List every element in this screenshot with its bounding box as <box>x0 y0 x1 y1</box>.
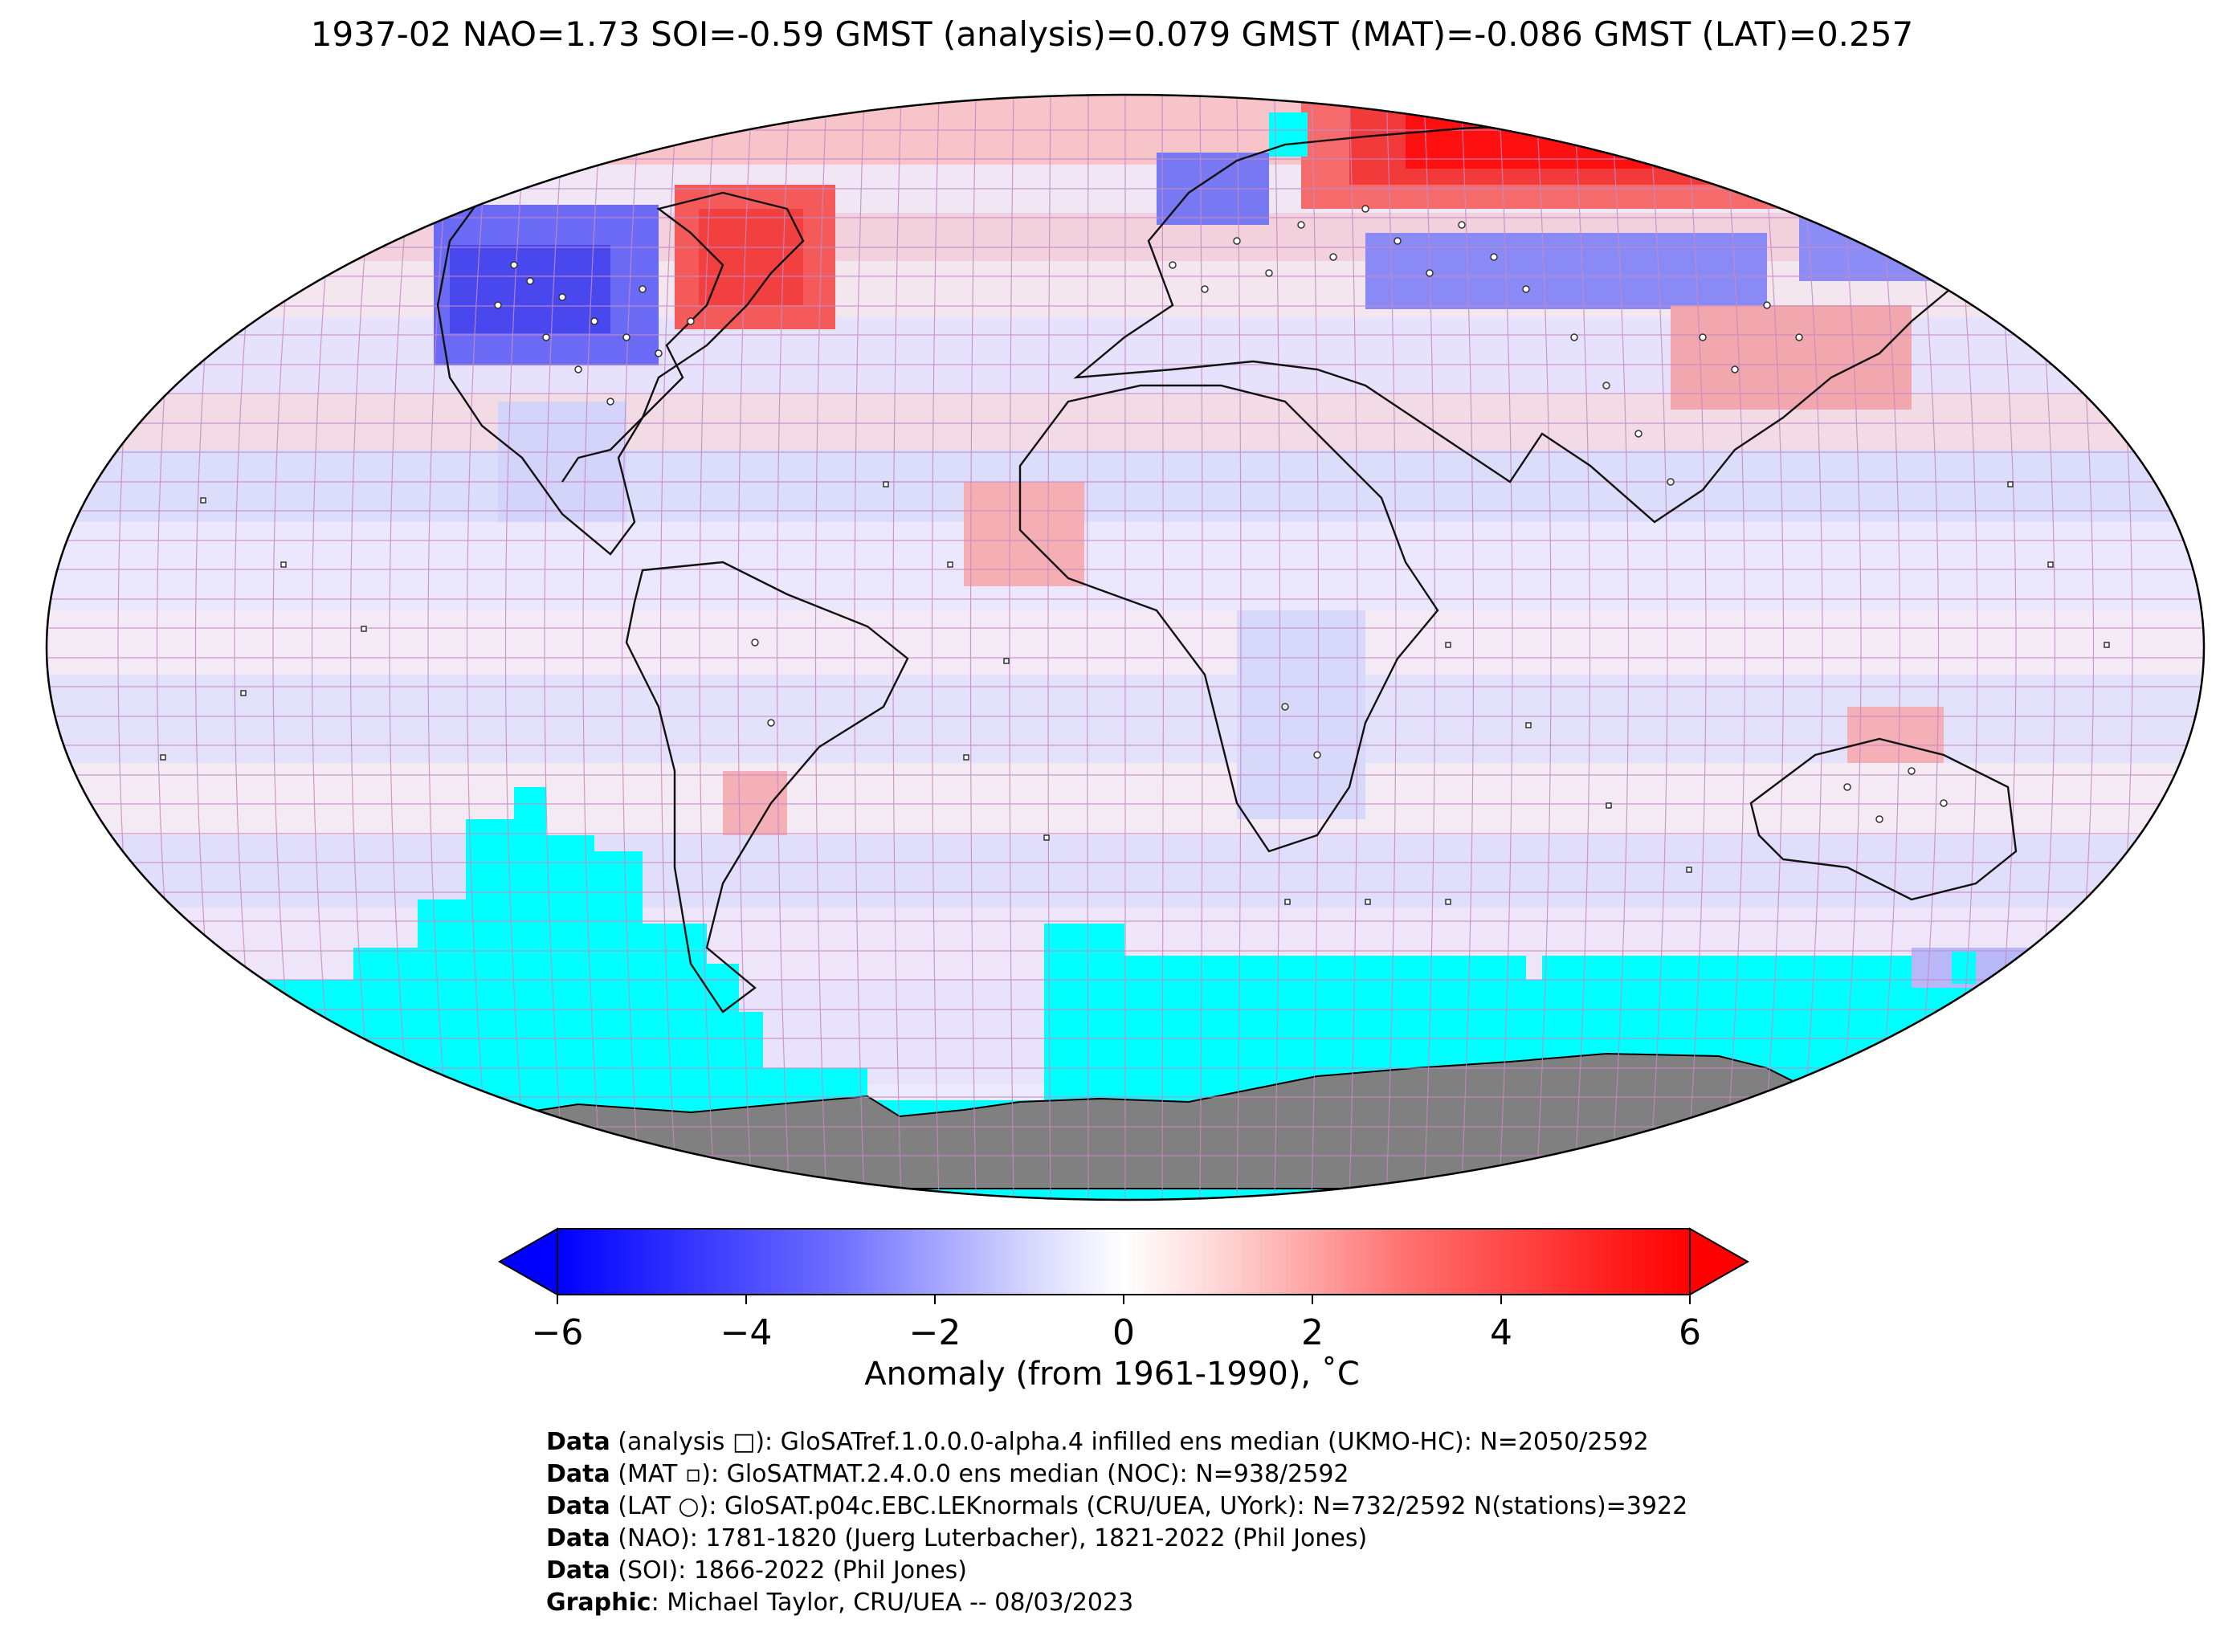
colorbar-axis-label: Anomaly (from 1961-1990), ˚C <box>864 1356 1360 1393</box>
cool-patch-central-africa <box>1237 610 1365 819</box>
australia-coast <box>1749 737 2018 901</box>
credit-line-analysis: Data (analysis □): GloSATref.1.0.0.0-alp… <box>546 1428 1649 1456</box>
colorbar-tick-label: −6 <box>532 1312 584 1353</box>
colorbar-tick-label: 4 <box>1490 1312 1512 1353</box>
warm-patch-south-america <box>723 771 787 835</box>
credits-block: Data (analysis □): GloSATref.1.0.0.0-alp… <box>546 1426 1687 1619</box>
map-title: 1937-02 NAO=1.73 SOI=-0.59 GMST (analysi… <box>310 14 1914 54</box>
south-america-coast <box>625 561 909 1014</box>
warm-patch-australia <box>1847 707 1944 763</box>
credit-line-lat: Data (LAT ○): GloSAT.p04c.EBC.LEKnormals… <box>546 1492 1688 1520</box>
station-markers <box>120 205 2110 905</box>
map-body <box>47 95 2204 1200</box>
anomaly-bands <box>47 95 2204 1084</box>
cold-patch-east-siberia <box>1799 209 1960 281</box>
colorbar-tick-label: −4 <box>720 1312 773 1353</box>
colorbar-gradient <box>557 1228 1691 1295</box>
credit-line-nao: Data (NAO): 1781-1820 (Juerg Luterbacher… <box>546 1524 1368 1552</box>
credit-line-soi: Data (SOI): 1866-2022 (Phil Jones) <box>546 1556 967 1585</box>
credit-line-mat: Data (MAT ▫): GloSATMAT.2.4.0.0 ens medi… <box>546 1460 1349 1488</box>
graticule <box>48 95 2204 1200</box>
colorbar-tick-label: 2 <box>1301 1312 1324 1353</box>
colorbar: −6 −4 −2 0 2 4 6 <box>497 1227 1750 1353</box>
colorbar-tick-label: 6 <box>1679 1312 1701 1353</box>
credit-line-graphic: Graphic: Michael Taylor, CRU/UEA -- 08/0… <box>546 1589 1134 1617</box>
colorbar-tick-label: 0 <box>1112 1312 1135 1353</box>
colorbar-low-extend <box>497 1227 558 1296</box>
cold-patch-central-asia <box>1365 233 1767 309</box>
north-america-coast <box>337 163 805 556</box>
africa-coast <box>1018 384 1439 853</box>
eurasia-coast <box>1073 119 1993 524</box>
coastlines <box>337 119 2018 1014</box>
globe-outline <box>45 93 2206 1201</box>
colorbar-tick-label: −2 <box>909 1312 961 1353</box>
colorbar-high-extend <box>1689 1227 1750 1296</box>
